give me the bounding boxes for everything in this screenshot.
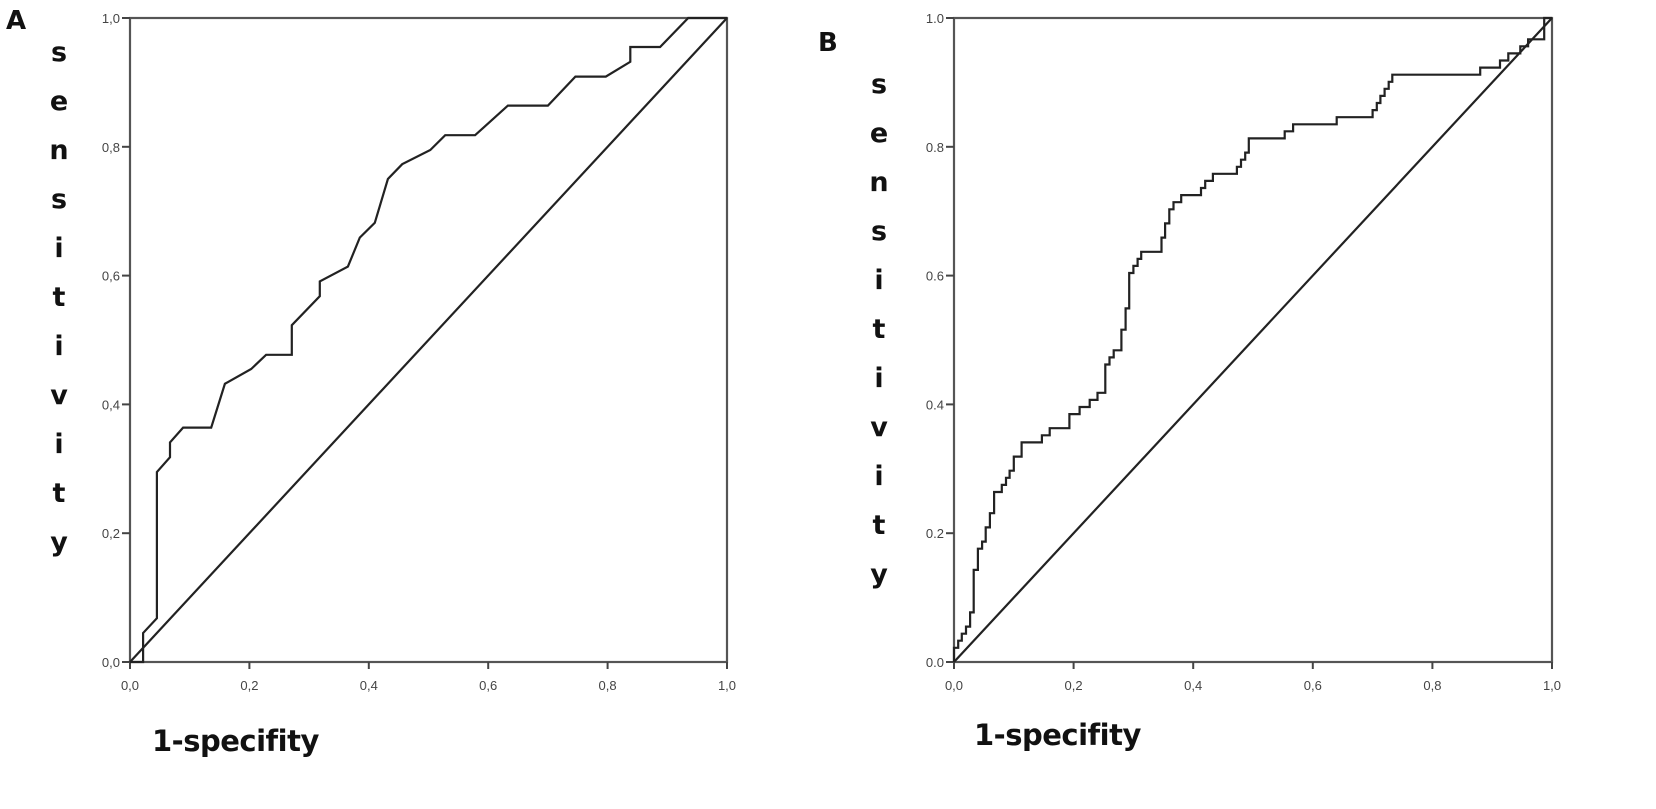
y-axis-label-letter: s [870,216,888,247]
y-axis-label-letter: i [54,233,64,264]
y-axis-label-letter: t [52,478,66,509]
y-axis-label-letter: i [874,363,884,394]
plot-frame [128,16,729,664]
y-tick-label: 0,6 [102,269,120,284]
y-axis-label-letter: s [50,37,68,68]
plot-frame [952,16,1554,664]
panel-label: B [818,28,838,58]
x-tick-label: 0,4 [1184,678,1202,693]
y-tick-label: 0,0 [102,655,120,670]
y-axis-label-letter: t [872,314,886,345]
y-tick-label: 0.2 [926,526,944,541]
y-axis-label-letter: i [874,265,884,296]
x-tick-label: 1,0 [718,678,736,693]
roc-curve [130,16,727,664]
y-tick-label: 0,8 [102,140,120,155]
panel-label: A [6,6,27,36]
y-axis-label-letter: e [869,118,889,149]
x-tick-label: 0,6 [479,678,497,693]
y-axis-label-letter: i [54,429,64,460]
y-axis-label-letter: y [50,527,68,558]
y-axis-label-letter: v [870,412,888,443]
y-tick-label: 0,4 [102,397,120,412]
x-tick-label: 0,6 [1304,678,1322,693]
y-axis-label-letter: n [49,135,69,166]
y-tick-label: 0,2 [102,526,120,541]
y-tick-label: 0.6 [926,269,944,284]
y-tick-label: 0.8 [926,140,944,155]
y-tick-label: 0.4 [926,397,944,412]
y-axis-label-letter: v [50,380,68,411]
reference-diagonal-line [953,17,1553,663]
y-tick-label: 0.0 [926,655,944,670]
y-axis-label-letter: e [49,86,69,117]
y-tick-label: 1,0 [102,11,120,26]
y-tick-label: 1.0 [926,11,944,26]
x-tick-label: 0,2 [1065,678,1083,693]
x-tick-label: 0,4 [360,678,378,693]
roc-plot-a: 0,0 0,2 0,4 0,6 0,8 1,0 0,0 0,2 0,4 0,6 0,8 1,0 [102,11,736,693]
y-axis-label-letter: i [54,331,64,362]
x-tick-label: 0,0 [121,678,139,693]
y-axis-label-letter: s [50,184,68,215]
reference-diagonal-line [129,17,728,663]
x-tick-label: 1,0 [1543,678,1561,693]
y-axis-label-letter: y [870,559,888,590]
x-axis-label: 1-specifity [974,718,1141,752]
y-axis-label-letter: t [872,510,886,541]
x-axis-label: 1-specifity [152,724,319,758]
x-tick-label: 0,8 [1423,678,1441,693]
y-axis-label-letter: n [869,167,889,198]
y-axis-label-letter: i [874,461,884,492]
x-tick-label: 0,0 [945,678,963,693]
y-axis-label-letter: t [52,282,66,313]
x-tick-label: 0,8 [599,678,617,693]
x-tick-label: 0,2 [240,678,258,693]
y-axis-label-letter: s [870,69,888,100]
roc-curve [952,16,1552,662]
roc-plot-b: 0,0 0,2 0,4 0,6 0,8 1,0 0.0 0.2 0.4 0.6 0.8 1.0 [926,11,1561,693]
